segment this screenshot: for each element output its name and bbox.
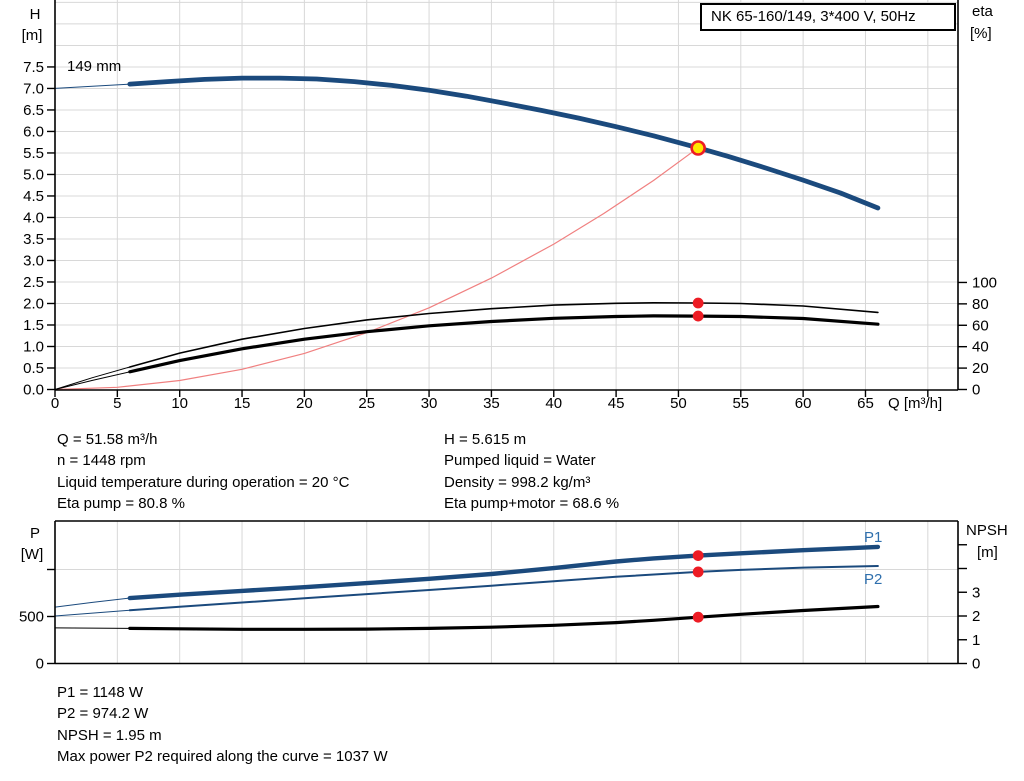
info-line-head: H = 5.615 m [444, 431, 527, 448]
tick-label-right: 80 [972, 296, 989, 313]
info-line-liquid: Pumped liquid = Water [444, 452, 596, 470]
q-axis-label: Q [m³/h] [888, 395, 942, 412]
p-axis-label: P [30, 525, 40, 542]
npsh-curve [128, 604, 880, 631]
eta-pump-curve-lead [54, 366, 131, 390]
tick-label-x: 55 [732, 395, 749, 412]
eta-pump-motor-curve-lead [54, 371, 131, 390]
tick-label-x: 60 [795, 395, 812, 412]
result-line-npsh: NPSH = 1.95 m [57, 726, 162, 744]
info-line-temperature: Liquid temperature during operation = 20… [57, 473, 350, 491]
tick-label-right: 2 [972, 608, 980, 625]
h-axis-label: H [30, 6, 41, 23]
npsh-axis-label: NPSH [966, 522, 1008, 539]
tick-label-right: 0 [972, 382, 980, 399]
tick-label-x: 65 [857, 395, 874, 412]
duty-dot-marker [692, 566, 704, 578]
tick-label-left: 500 [19, 609, 44, 626]
tick-label-left: 7.0 [23, 80, 44, 97]
result-line-max-p2: Max power P2 required along the curve = … [57, 747, 388, 765]
result-line-p1: P1 = 1148 W [57, 684, 144, 701]
chart-layers: 0.0 0.5 1.0 1.5 2.0 2.5 3.0 3.5 4.0 4.5 5.0 5.5 6.0 6… [19, 0, 997, 673]
tick-label-right: 40 [972, 339, 989, 356]
tick-label-left: 6.5 [23, 102, 44, 119]
tick-label-x: 35 [483, 395, 500, 412]
tick-label-x: 30 [421, 395, 438, 412]
duty-point-marker [690, 140, 706, 156]
tick-label-x: 5 [113, 395, 121, 412]
pump-model-title-box: NK 65-160/149, 3*400 V, 50Hz [700, 3, 956, 31]
tick-label-right: 0 [972, 656, 980, 673]
npsh-curve-lead [54, 627, 131, 629]
eta-axis-label: eta [972, 3, 994, 20]
duty-dot-marker [692, 611, 704, 623]
power-chart: 0 500 0 1 2 3 [19, 520, 980, 673]
info-line-speed: n = 1448 rpm [57, 452, 146, 470]
system-curve [54, 147, 699, 391]
h-axis-unit-label: [m] [22, 27, 43, 44]
p2-curve-lead [54, 609, 131, 617]
tick-label-left: 1.5 [23, 317, 44, 334]
pump-model-title: NK 65-160/149, 3*400 V, 50Hz [711, 8, 916, 25]
info-line-eta-pump: Eta pump = 80.8 % [57, 494, 185, 512]
tick-label-left: 6.0 [23, 123, 44, 140]
tick-label-left: 4.0 [23, 209, 44, 226]
impeller-diameter-label: 149 mm [67, 58, 121, 75]
p-axis-unit-label: [W] [21, 546, 44, 563]
info-line-eta-pump-motor: Eta pump+motor = 68.6 % [444, 494, 620, 512]
tick-label-x: 25 [358, 395, 375, 412]
head-curve-149mm-lead [54, 83, 131, 89]
tick-label-right: 60 [972, 317, 989, 334]
operating-info-left: Q = 51.58 m³/h n = 1448 rpm Liquid tempe… [57, 429, 349, 514]
tick-label-x: 45 [608, 395, 625, 412]
tick-label-x: 10 [171, 395, 188, 412]
results-block: P1 = 1148 W P2 = 974.2 W NPSH = 1.95 m M… [57, 682, 388, 767]
tick-label-right: 3 [972, 584, 980, 601]
tick-label-right: 1 [972, 632, 980, 649]
info-line-density: Density = 998.2 kg/m³ [444, 473, 591, 491]
tick-label-left: 7.5 [23, 59, 44, 76]
tick-label-x: 0 [51, 395, 59, 412]
tick-label-x: 20 [296, 395, 313, 412]
tick-label-x: 15 [234, 395, 251, 412]
tick-label-x: 50 [670, 395, 687, 412]
duty-dot-marker [692, 310, 704, 322]
tick-label-x: 40 [545, 395, 562, 412]
tick-label-left: 0 [36, 656, 44, 673]
p2-curve-label: P2 [864, 571, 882, 588]
eta-pump-motor-curve [128, 314, 880, 374]
tick-label-left: 1.0 [23, 338, 44, 355]
tick-label-left: 3.5 [23, 231, 44, 248]
head-curve-149mm [127, 75, 881, 211]
duty-dot-marker [692, 297, 704, 309]
tick-label-left: 4.5 [23, 188, 44, 205]
tick-label-left: 0.0 [23, 382, 44, 399]
eta-pump-curve [129, 301, 879, 368]
tick-label-left: 5.5 [23, 145, 44, 162]
result-line-p2: P2 = 974.2 W [57, 705, 149, 723]
tick-label-right: 20 [972, 360, 989, 377]
p1-curve [127, 544, 881, 601]
p2-curve [128, 565, 879, 612]
duty-dot-marker [692, 550, 704, 561]
p1-curve-lead [54, 597, 131, 608]
tick-label-left: 2.0 [23, 295, 44, 312]
tick-label-left: 0.5 [23, 360, 44, 377]
tick-label-left: 3.0 [23, 252, 44, 269]
tick-label-left: 5.0 [23, 166, 44, 183]
tick-label-left: 2.5 [23, 274, 44, 291]
eta-axis-unit-label: [%] [970, 25, 992, 42]
info-line-q: Q = 51.58 m³/h [57, 431, 158, 448]
head-chart: 0.0 0.5 1.0 1.5 2.0 2.5 3.0 3.5 4.0 4.5 5.0 5.5 6.0 6… [23, 0, 997, 412]
npsh-axis-unit-label: [m] [977, 544, 998, 561]
p1-curve-label: P1 [864, 529, 882, 546]
operating-info-right: H = 5.615 m Pumped liquid = Water Densit… [444, 429, 619, 514]
tick-label-right: 100 [972, 274, 997, 291]
